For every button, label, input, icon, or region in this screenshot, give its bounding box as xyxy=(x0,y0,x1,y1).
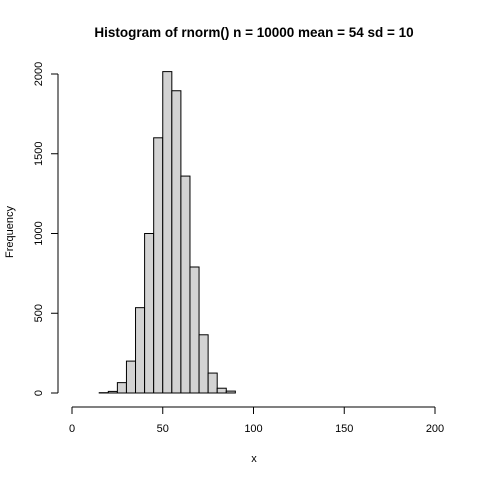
x-tick-label: 200 xyxy=(426,423,444,435)
bars-group xyxy=(98,71,236,394)
y-tick-label: 1000 xyxy=(33,221,45,245)
y-axis: 0 500 1000 1500 2000 xyxy=(33,62,59,396)
histogram-bar xyxy=(180,175,191,394)
x-axis: 0 50 100 150 200 xyxy=(69,406,444,435)
histogram-bar xyxy=(135,307,146,394)
histogram-bar xyxy=(107,390,118,394)
y-tick-label: 2000 xyxy=(33,62,45,86)
x-tick-label: 100 xyxy=(244,423,262,435)
histogram-bar xyxy=(207,372,218,394)
y-tick-label: 500 xyxy=(33,304,45,322)
histogram-bar xyxy=(153,137,164,394)
y-tick-label: 1500 xyxy=(33,142,45,166)
histogram-bar xyxy=(144,233,155,394)
y-axis-label: Frequency xyxy=(4,206,16,258)
x-tick-label: 0 xyxy=(69,423,75,435)
x-axis-label: x xyxy=(251,453,257,465)
histogram-bar xyxy=(225,390,236,394)
histogram-bar xyxy=(216,387,227,394)
histogram-bar xyxy=(125,360,137,394)
histogram-bar xyxy=(171,90,182,394)
y-tick-label: 0 xyxy=(33,390,45,396)
chart-title: Histogram of rnorm() n = 10000 mean = 54… xyxy=(94,25,413,40)
histogram-bar xyxy=(189,266,200,394)
histogram-bar xyxy=(116,382,127,394)
histogram-bar xyxy=(198,334,209,394)
x-tick-label: 150 xyxy=(335,423,353,435)
x-tick-label: 50 xyxy=(157,423,169,435)
histogram-bar xyxy=(162,71,173,394)
